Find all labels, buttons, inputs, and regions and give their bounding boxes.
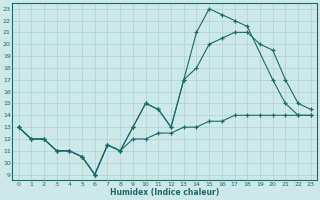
X-axis label: Humidex (Indice chaleur): Humidex (Indice chaleur) xyxy=(110,188,219,197)
